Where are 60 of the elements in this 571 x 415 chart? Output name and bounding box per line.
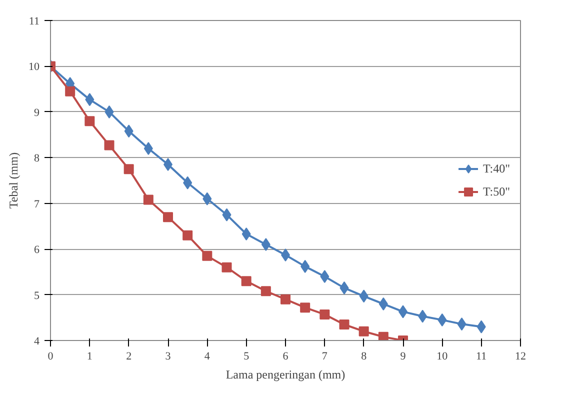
x-tick-label: 11 [476,350,487,362]
point [280,294,290,304]
x-tick-label: 7 [322,350,328,362]
point [202,250,212,261]
y-axis-title: Tebal (mm) [6,152,20,209]
point [183,176,192,190]
y-tick-label: 5 [34,290,40,302]
point [378,332,388,340]
point [359,290,368,303]
point [241,276,252,286]
point [124,164,134,174]
x-tick-label: 3 [165,350,172,362]
x-tick-label: 5 [244,350,250,362]
point [358,326,369,336]
point [300,260,310,273]
x-tick-label: 8 [361,350,368,362]
point [457,318,466,331]
y-tick-label: 7 [34,198,40,210]
point [339,320,350,330]
x-tick-label: 6 [282,350,289,362]
point [320,309,330,320]
point [85,93,94,106]
point [242,227,251,240]
x-axis-title: Lama pengeringan (mm) [226,368,346,382]
y-tick-label: 8 [34,152,40,165]
point [182,230,193,240]
legend-label: T:40" [483,161,510,176]
y-tick-label: 10 [28,61,40,74]
point [320,270,330,283]
y-tick-label: 11 [28,16,40,28]
y-tick-label: 9 [34,106,40,119]
point [84,116,95,126]
legend-label: T:50" [483,184,510,199]
point [476,320,486,334]
x-tick-label: 2 [126,350,132,362]
y-tick-label: 6 [34,244,40,256]
point [65,86,76,96]
point [202,192,212,206]
point [124,124,134,138]
x-tick-label: 12 [515,350,526,362]
point [104,140,114,150]
point [378,297,388,310]
point [144,142,153,155]
point [222,208,232,222]
point [163,212,173,222]
point [104,105,114,118]
point [300,302,310,313]
x-tick-label: 10 [436,350,448,362]
x-tick-label: 0 [48,350,54,362]
x-tick-label: 1 [86,350,92,362]
point [261,238,270,251]
y-tick-label: 4 [34,336,40,348]
point [222,262,232,272]
point [143,194,154,205]
point [340,281,349,294]
point [260,286,271,296]
point [438,313,447,326]
x-tick-label: 9 [400,350,406,362]
point [418,310,428,323]
x-tick-label: 4 [204,350,210,362]
